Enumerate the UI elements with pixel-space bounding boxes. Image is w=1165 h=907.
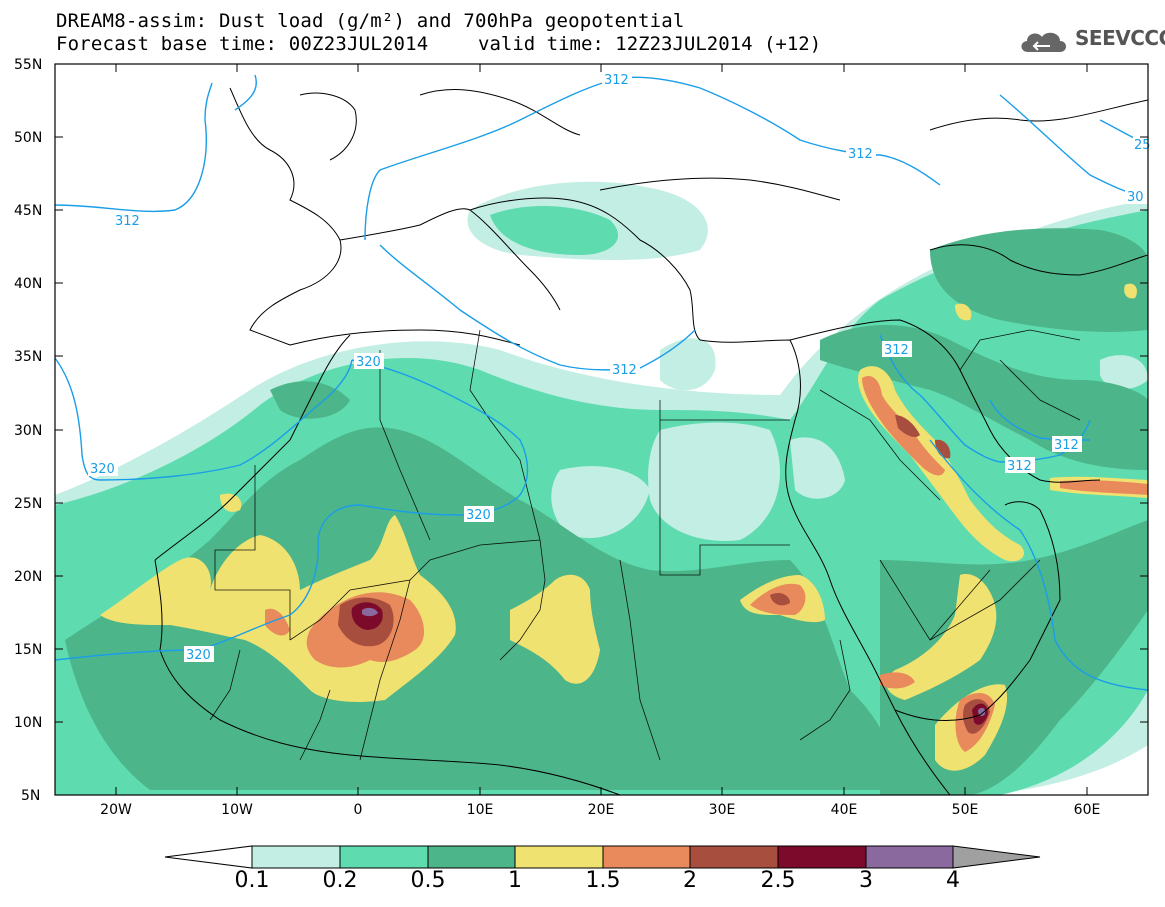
- axis-ticks: [55, 63, 1148, 796]
- colorbar-label: 1.5: [585, 868, 621, 893]
- contour-labels: 312 312 312 312 312 312 312 320 320 320 …: [88, 71, 1151, 663]
- forecast-base-time: Forecast base time: 00Z23JUL2014: [56, 33, 429, 55]
- lat-label: 15N: [14, 642, 42, 658]
- colorbar-under-arrow: [164, 845, 253, 869]
- lon-label: 10E: [467, 802, 494, 818]
- lon-label: 20W: [100, 802, 132, 818]
- contour-label: 312: [848, 147, 873, 162]
- latitude-labels: 55N 50N 45N 40N 35N 30N 25N 20N 15N 10N …: [14, 57, 42, 804]
- longitude-labels: 20W 10W 0 10E 20E 30E 40E 50E 60E: [100, 802, 1100, 818]
- colorbar-bin-1: [514, 845, 604, 869]
- logo-text: SEEVCCC: [1075, 26, 1165, 50]
- lon-label: 10W: [221, 802, 253, 818]
- contour-label: 312: [884, 343, 909, 358]
- colorbar-over-arrow: [952, 845, 1041, 869]
- lat-label: 50N: [14, 130, 42, 146]
- colorbar-label: 0.1: [234, 868, 270, 893]
- lon-label: 0: [354, 802, 363, 818]
- contour-label: 312: [604, 73, 629, 88]
- lat-label: 5N: [21, 788, 40, 804]
- contour-label: 312: [1007, 459, 1032, 474]
- contour-label: 320: [90, 462, 115, 477]
- geopotential-contours: [55, 74, 1148, 691]
- colorbar-bin-2.5: [777, 845, 867, 869]
- contour-label: 320: [356, 355, 381, 370]
- lon-label: 30E: [709, 802, 736, 818]
- lon-label: 20E: [588, 802, 615, 818]
- country-borders: [209, 329, 1081, 761]
- colorbar-label: 1: [508, 868, 522, 893]
- lon-label: 50E: [952, 802, 979, 818]
- lat-label: 10N: [14, 715, 42, 731]
- coastlines: [55, 87, 1148, 795]
- colorbar-label: 2.5: [760, 868, 796, 893]
- dust-layer-3: [362, 607, 378, 617]
- contour-label: 25: [1134, 138, 1151, 153]
- lat-label: 20N: [14, 569, 42, 585]
- valid-time: valid time: 12Z23JUL2014 (+12): [478, 33, 822, 55]
- dust-layer-0.5: [65, 427, 889, 790]
- contour-label: 320: [466, 508, 491, 523]
- chart-title: DREAM8-assim: Dust load (g/m²) and 700hP…: [56, 10, 685, 32]
- lat-label: 40N: [14, 276, 42, 292]
- colorbar-bin-1.5: [602, 845, 691, 869]
- contour-label: 312: [1054, 438, 1079, 453]
- lat-label: 25N: [14, 496, 42, 512]
- colorbar-bin-0.1: [251, 845, 341, 869]
- colorbar: [164, 845, 1041, 869]
- colorbar-bin-0.2: [339, 845, 429, 869]
- dust-layer-2.5: [351, 602, 383, 630]
- cloud-logo-icon: [1021, 32, 1066, 52]
- colorbar-label: 3: [859, 868, 873, 893]
- lat-label: 35N: [14, 349, 42, 365]
- lat-label: 45N: [14, 203, 42, 219]
- contour-label: 30: [1127, 190, 1144, 205]
- lat-label: 55N: [14, 57, 42, 73]
- lon-label: 40E: [831, 802, 858, 818]
- colorbar-bin-0.5: [427, 845, 516, 869]
- contour-label: 312: [612, 363, 637, 378]
- contour-label: 320: [186, 648, 211, 663]
- colorbar-bin-3: [865, 845, 954, 869]
- colorbar-label: 4: [946, 868, 960, 893]
- colorbar-label: 0.5: [410, 868, 446, 893]
- colorbar-label: 0.2: [322, 868, 358, 893]
- colorbar-label: 2: [683, 868, 697, 893]
- colorbar-bin-2: [689, 845, 779, 869]
- contour-label: 312: [115, 214, 140, 229]
- lat-label: 30N: [14, 423, 42, 439]
- lon-label: 60E: [1074, 802, 1101, 818]
